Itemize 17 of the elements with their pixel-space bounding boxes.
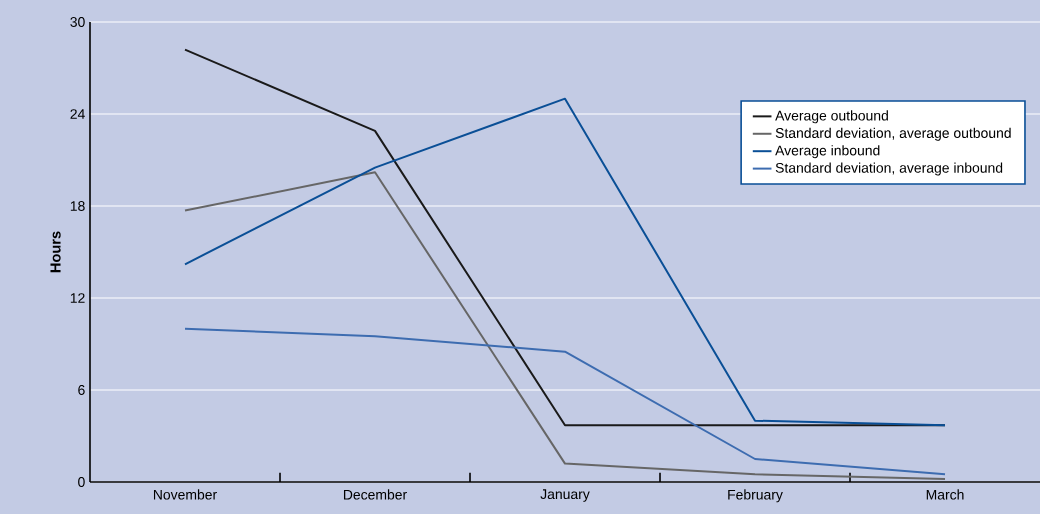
x-tick-label: November: [153, 489, 217, 500]
y-tick-label: 24: [70, 109, 85, 119]
legend-label: Standard deviation, average outbound: [775, 127, 1011, 141]
x-tick-label: December: [343, 489, 407, 500]
x-tick-label: February: [728, 489, 783, 503]
legend-label: Average inbound: [775, 145, 880, 159]
y-tick-label: 12: [70, 293, 85, 303]
y-tick-label: 18: [70, 201, 85, 211]
y-tick-label: 0: [78, 477, 85, 487]
y-tick-label: 6: [78, 385, 85, 395]
legend-label: Standard deviation, average inbound: [775, 162, 1003, 176]
x-tick-label: March: [926, 489, 964, 500]
x-tick-label: January: [540, 489, 590, 502]
y-tick-label: 30: [70, 17, 85, 27]
y-axis-title: Hours: [50, 231, 61, 273]
legend-label: Average outbound: [775, 110, 888, 124]
line-series: [184, 327, 947, 476]
